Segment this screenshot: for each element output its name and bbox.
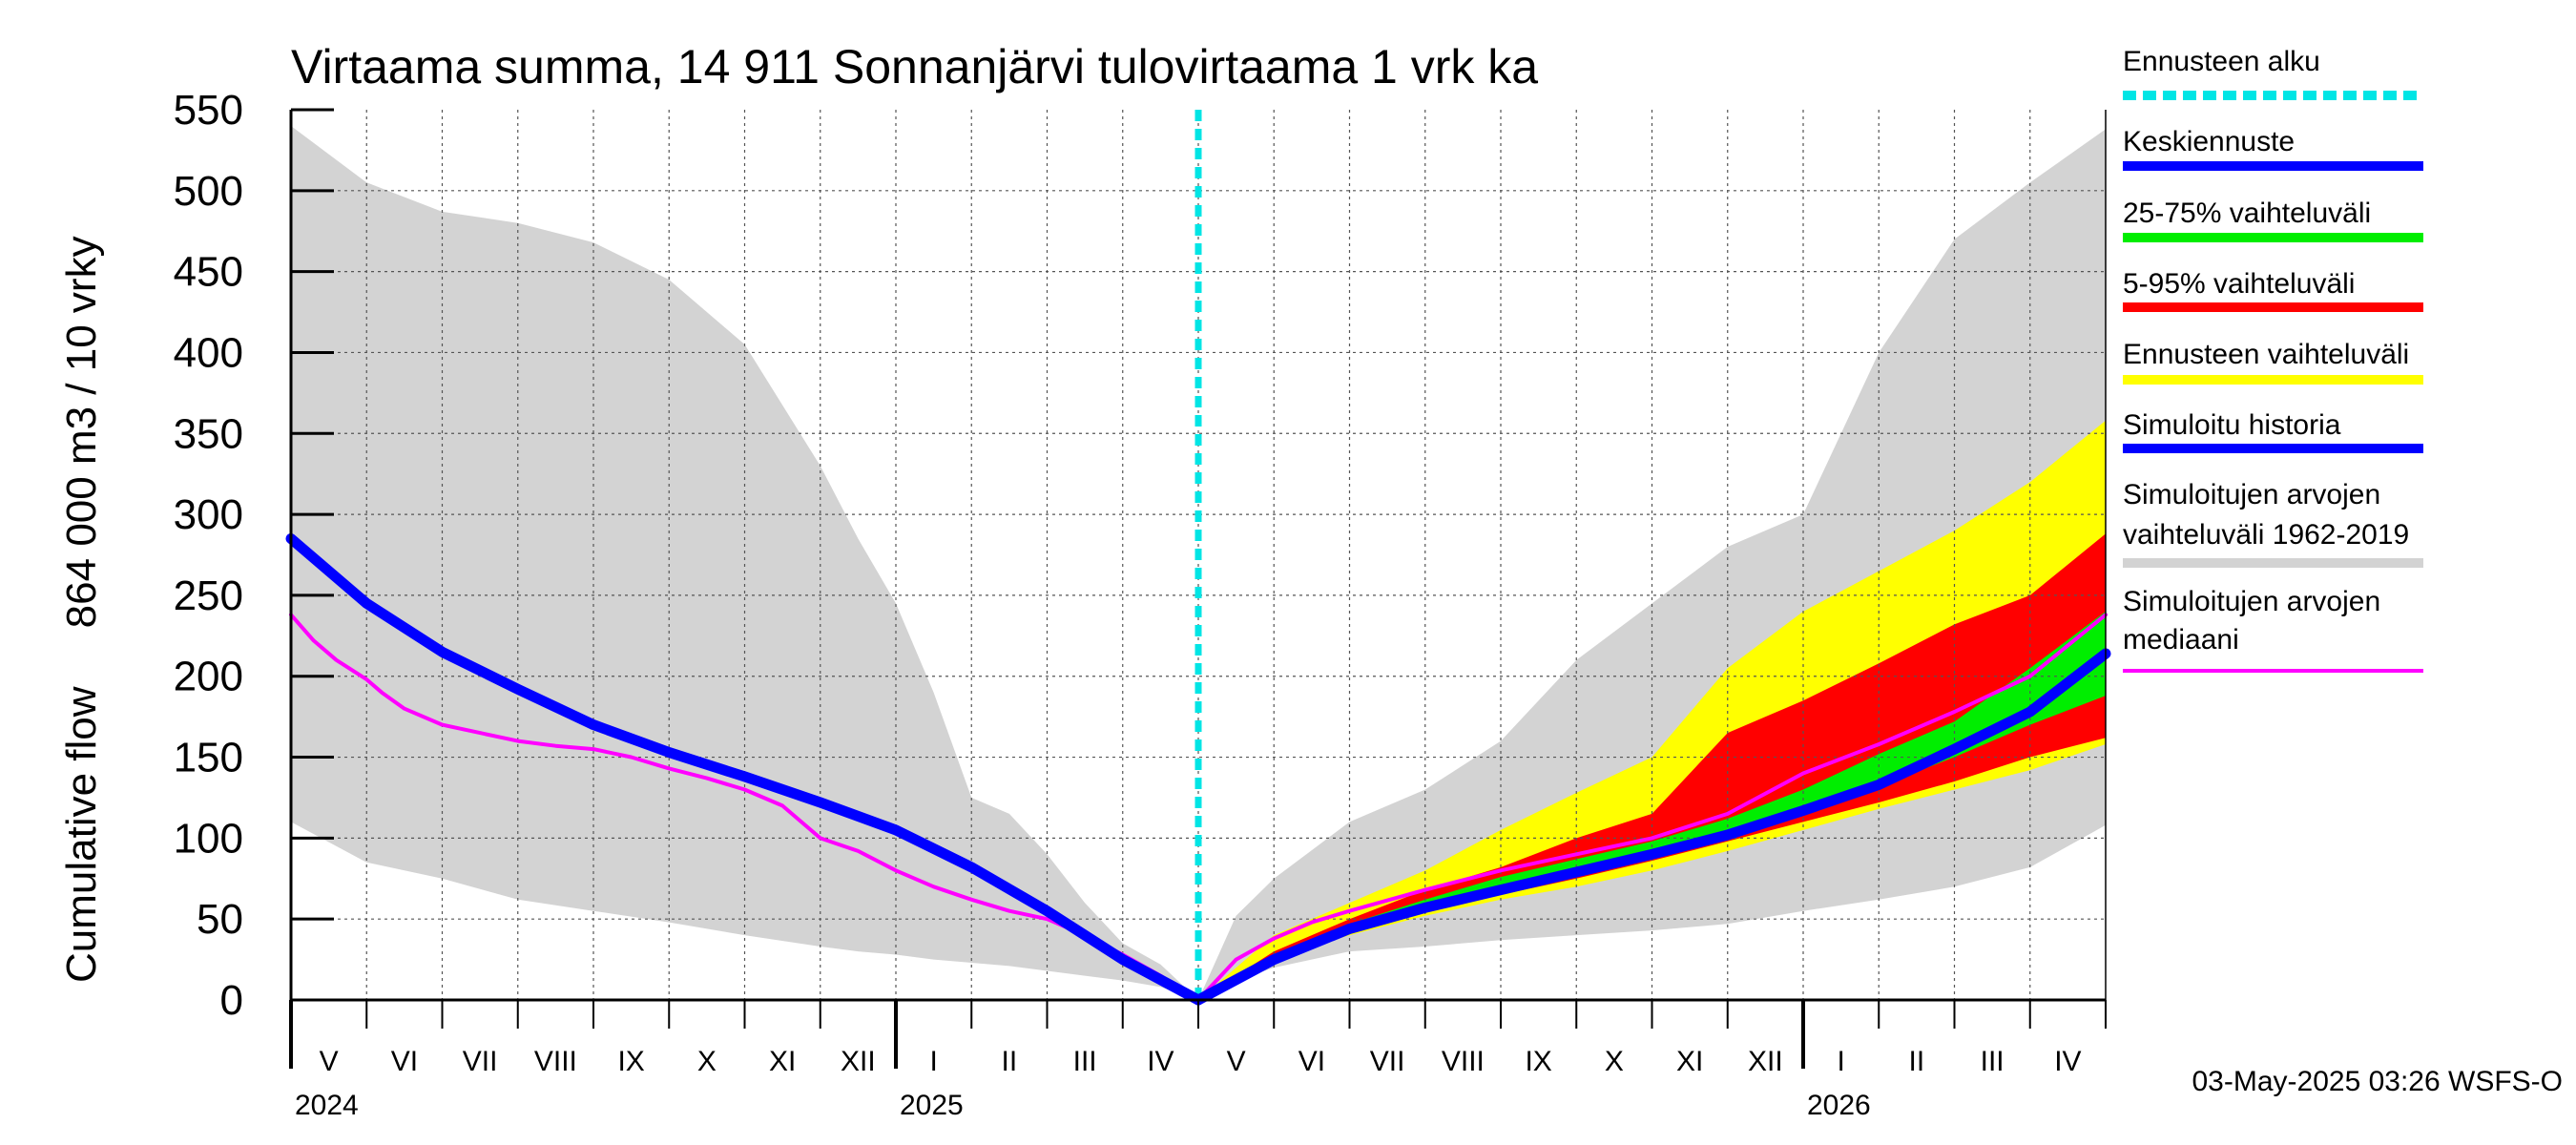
y-tick-label: 150 (174, 735, 243, 781)
legend-label: Simuloitujen arvojen (2123, 479, 2380, 510)
x-axis: V VI VII VIII IX X XI XII I II III IV V VI VII VIII IX X X… (289, 1000, 2107, 1121)
legend-label: Ennusteen vaihteluväli (2123, 339, 2409, 370)
median-line (289, 613, 2108, 1002)
month-label: IV (2054, 1046, 2081, 1077)
mean-forecast-line (1193, 648, 2111, 1006)
legend-label: Simuloitu historia (2123, 409, 2341, 441)
y-tick-label: 250 (174, 572, 243, 619)
chart-grid (291, 110, 2106, 1000)
legend-label: 25-75% vaihteluväli (2123, 198, 2371, 229)
legend-label: 5-95% vaihteluväli (2123, 268, 2355, 300)
y-tick-label: 50 (197, 896, 243, 943)
month-label: II (1909, 1046, 1925, 1077)
month-label: I (1837, 1046, 1844, 1077)
month-label: X (697, 1046, 717, 1077)
month-label: IV (1147, 1046, 1174, 1077)
y-tick-label: 300 (174, 491, 243, 538)
legend: Ennusteen alku Keskiennuste 25-75% vaihtel… (2123, 46, 2423, 673)
year-label: 2026 (1807, 1090, 1871, 1121)
month-label: VIII (534, 1046, 577, 1077)
y-axis-label: Cumulative flow 864 000 m3 / 10 vrky (58, 236, 105, 983)
legend-label: mediaani (2123, 624, 2239, 656)
month-label: VI (391, 1046, 418, 1077)
month-label: V (320, 1046, 339, 1077)
month-label: XI (1676, 1046, 1703, 1077)
legend-label: Ennusteen alku (2123, 46, 2320, 77)
month-label: XII (1748, 1046, 1783, 1077)
chart-lines (285, 110, 2111, 1006)
legend-label: Keskiennuste (2123, 126, 2295, 157)
year-label: 2024 (295, 1090, 359, 1121)
chart-title: Virtaama summa, 14 911 Sonnanjärvi tulov… (291, 40, 1538, 94)
month-label: III (1981, 1046, 2005, 1077)
y-tick-label: 550 (174, 87, 243, 134)
y-tick-label: 500 (174, 168, 243, 215)
y-tick-label: 400 (174, 329, 243, 376)
simulated-history-line (285, 533, 1204, 1006)
month-label: I (929, 1046, 937, 1077)
month-label: III (1073, 1046, 1097, 1077)
legend-label: vaihteluväli 1962-2019 (2123, 519, 2409, 551)
y-tick-label: 100 (174, 815, 243, 862)
month-label: VI (1298, 1046, 1325, 1077)
month-label: XI (769, 1046, 796, 1077)
y-tick-label: 0 (220, 977, 243, 1024)
month-label: II (1002, 1046, 1018, 1077)
legend-label: Simuloitujen arvojen (2123, 586, 2380, 617)
month-label: XII (841, 1046, 876, 1077)
month-label: VII (463, 1046, 498, 1077)
month-label: VII (1370, 1046, 1405, 1077)
y-tick-label: 350 (174, 410, 243, 457)
month-label: VIII (1442, 1046, 1485, 1077)
month-label: V (1227, 1046, 1246, 1077)
y-tick-label: 200 (174, 654, 243, 700)
month-label: IX (617, 1046, 644, 1077)
y-axis-ticks: 0 50 100 150 200 250 300 350 400 450 500 550 (174, 87, 334, 1024)
year-label: 2025 (900, 1090, 964, 1121)
month-label: X (1605, 1046, 1624, 1077)
y-tick-label: 450 (174, 249, 243, 296)
footer-timestamp: 03-May-2025 03:26 WSFS-O (2192, 1066, 2564, 1097)
month-label: IX (1525, 1046, 1551, 1077)
